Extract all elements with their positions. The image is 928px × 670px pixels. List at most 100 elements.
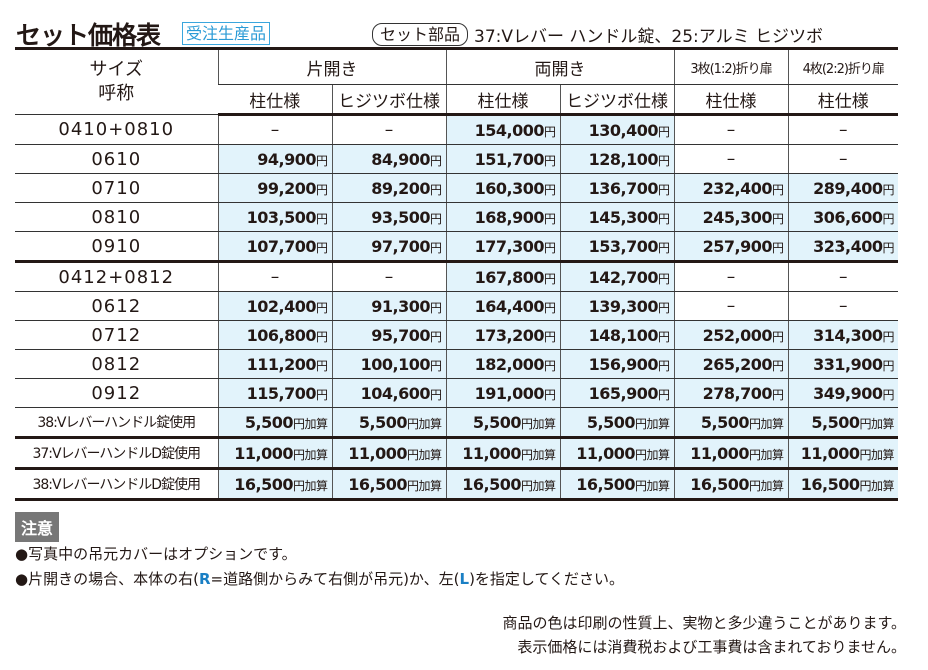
price-cell: 278,700円 xyxy=(673,378,788,408)
price-value: 100,100 xyxy=(360,354,431,374)
option-unit: 円加算 xyxy=(292,447,328,462)
option-price-cell: 16,500円加算 xyxy=(559,468,674,501)
option-price: 16,500 xyxy=(462,474,521,494)
price-unit: 円 xyxy=(771,387,784,402)
option-label: 38:VレバーハンドルD錠使用 xyxy=(15,468,218,501)
price-unit: 円 xyxy=(882,358,894,373)
set-parts-label: セット部品 xyxy=(372,23,469,46)
unavailable-cell: – xyxy=(673,114,788,145)
price-unit: 円 xyxy=(543,182,556,197)
price-unit: 円 xyxy=(429,358,442,373)
price-value: 168,900 xyxy=(474,207,545,227)
price-cell: 191,000円 xyxy=(445,378,560,408)
price-value: 128,100 xyxy=(588,149,659,169)
price-cell: 177,300円 xyxy=(445,231,560,263)
group-header: 4枚(2:2)折り扉 xyxy=(787,47,898,85)
table-row: 0610 94,900円 84,900円 151,700円 128,100円 – – xyxy=(15,144,898,174)
option-unit: 円加算 xyxy=(520,447,556,462)
price-unit: 円 xyxy=(429,240,442,255)
price-value: 245,300 xyxy=(702,207,773,227)
option-row: 38:Vレバーハンドル錠使用 5,500円加算 5,500円加算 5,500円加算 5,… xyxy=(15,407,898,439)
price-value: 191,000 xyxy=(474,383,545,403)
price-value: 165,900 xyxy=(588,383,659,403)
price-value: 252,000 xyxy=(702,325,773,345)
size-cell: 0412+0812 xyxy=(15,261,218,292)
size-cell: 0810 xyxy=(15,202,218,232)
price-unit: 円 xyxy=(657,358,670,373)
option-unit: 円加算 xyxy=(292,416,328,431)
price-cell: 265,200円 xyxy=(673,349,788,379)
price-cell: 103,500円 xyxy=(217,202,332,232)
note-left-code: L xyxy=(459,570,470,588)
price-cell: 102,400円 xyxy=(217,291,332,321)
price-unit: 円 xyxy=(657,329,670,344)
size-cell: 0710 xyxy=(15,173,218,203)
table-row: 0410+0810– –154,000円 130,400円 – – xyxy=(15,114,898,145)
size-cell: 0912 xyxy=(15,378,218,408)
price-unit: 円 xyxy=(771,240,784,255)
option-unit: 円加算 xyxy=(859,478,894,493)
price-unit: 円 xyxy=(882,182,894,197)
price-cell: 160,300円 xyxy=(445,173,560,203)
price-unit: 円 xyxy=(657,211,670,226)
price-cell: 165,900円 xyxy=(559,378,674,408)
set-parts: セット部品 37:Vレバー ハンドル錠、25:アルミ ヒジツボ xyxy=(372,22,823,47)
disclaimer-color: 商品の色は印刷の性質上、実物と多少違うことがあります。 xyxy=(502,614,906,632)
price-unit: 円 xyxy=(315,300,328,315)
option-price-cell: 5,500円加算 xyxy=(787,407,898,439)
price-value: 84,900 xyxy=(371,149,430,169)
price-table: サイズ呼称 片開き 両開き 3枚(1:2)折り扉 4枚(2:2)折り扉 柱仕様ヒ… xyxy=(15,47,898,501)
price-unit: 円 xyxy=(543,387,556,402)
price-unit: 円 xyxy=(429,153,442,168)
option-price-cell: 16,500円加算 xyxy=(445,468,560,501)
price-value: 173,200 xyxy=(474,325,545,345)
price-cell: 154,000円 xyxy=(445,114,560,145)
group-header: 片開き xyxy=(217,47,446,85)
price-unit: 円 xyxy=(315,329,328,344)
option-price: 5,500 xyxy=(586,412,636,432)
option-price: 11,000 xyxy=(462,443,521,463)
price-value: 265,200 xyxy=(702,354,773,374)
option-price-cell: 11,000円加算 xyxy=(331,437,446,470)
table-row: 0910 107,700円 97,700円 177,300円 153,700円 257,9… xyxy=(15,231,898,263)
price-cell: 156,900円 xyxy=(559,349,674,379)
option-price-cell: 11,000円加算 xyxy=(445,437,560,470)
price-unit: 円 xyxy=(543,329,556,344)
option-price: 5,500 xyxy=(358,412,408,432)
price-value: 91,300 xyxy=(371,296,430,316)
size-header: サイズ呼称 xyxy=(15,47,218,115)
price-value: 153,700 xyxy=(588,236,659,256)
price-unit: 円 xyxy=(657,271,670,286)
price-value: 139,300 xyxy=(588,296,659,316)
price-value: 164,400 xyxy=(474,296,545,316)
price-value: 278,700 xyxy=(702,383,773,403)
option-price: 5,500 xyxy=(700,412,750,432)
unavailable-cell: – xyxy=(331,114,446,145)
option-price-cell: 16,500円加算 xyxy=(673,468,788,501)
option-price-cell: 5,500円加算 xyxy=(559,407,674,439)
price-cell: 97,700円 xyxy=(331,231,446,263)
sub-header: 柱仕様 xyxy=(673,84,788,116)
option-price-cell: 16,500円加算 xyxy=(331,468,446,501)
option-label: 38:Vレバーハンドル錠使用 xyxy=(15,407,218,439)
price-cell: 136,700円 xyxy=(559,173,674,203)
price-cell: 289,400円 xyxy=(787,173,898,203)
price-unit: 円 xyxy=(543,300,556,315)
price-value: 99,200 xyxy=(257,178,316,198)
price-value: 232,400 xyxy=(702,178,773,198)
option-unit: 円加算 xyxy=(406,447,442,462)
price-cell: 100,100円 xyxy=(331,349,446,379)
option-price: 5,500 xyxy=(811,412,860,432)
price-value: 136,700 xyxy=(588,178,659,198)
price-cell: 95,700円 xyxy=(331,320,446,350)
table-row: 0710 99,200円 89,200円 160,300円 136,700円 232,40… xyxy=(15,173,898,203)
price-unit: 円 xyxy=(543,271,556,286)
group-header: 3枚(1:2)折り扉 xyxy=(673,47,788,85)
made-to-order-badge: 受注生産品 xyxy=(182,22,271,45)
price-cell: 104,600円 xyxy=(331,378,446,408)
price-cell: 128,100円 xyxy=(559,144,674,174)
option-unit: 円加算 xyxy=(520,416,556,431)
option-price-cell: 11,000円加算 xyxy=(217,437,332,470)
option-unit: 円加算 xyxy=(406,478,442,493)
